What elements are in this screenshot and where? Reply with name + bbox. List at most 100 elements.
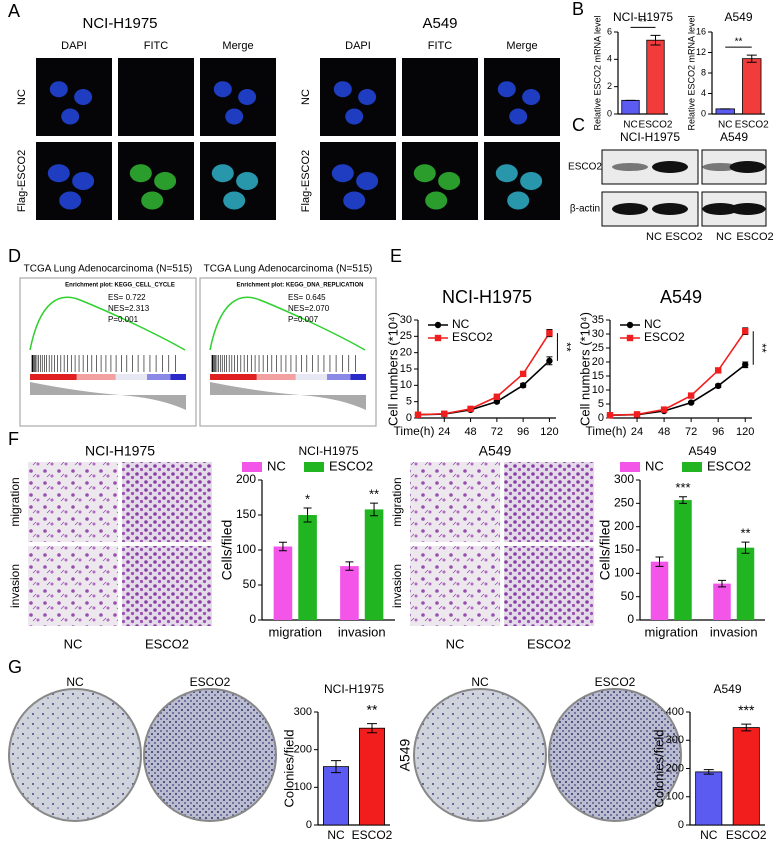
error-bar: [679, 496, 687, 504]
y-tick-label: 5: [406, 396, 412, 408]
nucleus: [438, 172, 461, 190]
marker: [519, 370, 527, 378]
y-tick-label: 100: [614, 566, 634, 580]
x-tick-label: invasion: [710, 624, 758, 639]
gsea-stat: P=0.007: [288, 315, 319, 324]
ranking-bar: [76, 374, 116, 380]
column-header: FITC: [428, 40, 452, 52]
legend-swatch: [682, 462, 702, 472]
marker: [414, 411, 422, 418]
ranking-bar: [170, 374, 186, 380]
y-tick-label: 300: [666, 734, 684, 746]
bar: [732, 727, 760, 826]
marker: [742, 328, 749, 335]
protein-label: β-actin: [570, 204, 600, 215]
y-tick-label: 25: [592, 342, 604, 354]
panel-letter: F: [8, 429, 19, 449]
nucleus: [333, 81, 352, 98]
row-label: NC: [16, 89, 28, 105]
band: [612, 203, 648, 215]
significance: **: [639, 17, 647, 28]
y-tick-label: 30: [592, 328, 604, 340]
y-tick-label: 0: [249, 612, 256, 626]
y-tick-label: 10: [400, 379, 412, 391]
bar: [715, 108, 735, 115]
y-tick-label: 50: [243, 577, 257, 591]
y-tick-label: 16: [696, 26, 706, 36]
legend-label: ESCO2: [452, 330, 493, 344]
panel-letter: B: [572, 0, 584, 19]
row-label: Flag-ESCO2: [16, 150, 28, 212]
error-bar: [303, 507, 312, 523]
band: [612, 163, 648, 171]
nucleus: [520, 172, 543, 190]
y-tick-label: 200: [614, 519, 634, 533]
band: [652, 203, 688, 215]
gsea-curve: [209, 296, 366, 351]
x-tick-label: 120: [736, 426, 754, 438]
error-bar: [741, 723, 752, 732]
ranking-bar: [256, 374, 296, 380]
gsea-title: TCGA Lung Adenocarcinoma (N=515): [204, 264, 373, 275]
cell-line-title: NCI-H1975: [82, 15, 157, 32]
chart-title: A549: [724, 10, 752, 24]
marker: [660, 406, 668, 413]
group-label: NC: [66, 675, 84, 689]
row-label: A549: [397, 738, 413, 771]
group-label: ESCO2: [595, 675, 636, 689]
error-bar: [746, 54, 757, 63]
marker: [633, 411, 641, 418]
y-tick-label: 5: [598, 398, 604, 410]
y-tick-label: 50: [621, 589, 635, 603]
legend-swatch: [304, 462, 324, 472]
nucleus: [225, 108, 244, 125]
y-tick-label: 100: [294, 781, 312, 793]
band: [729, 161, 766, 173]
error-bar: [367, 723, 377, 734]
micrograph: [410, 462, 500, 542]
nucleus: [495, 164, 518, 183]
marker: [606, 412, 614, 419]
error-bar: [718, 579, 726, 588]
significance: **: [755, 343, 769, 353]
nucleus: [522, 89, 541, 105]
nucleus: [425, 191, 448, 210]
nucleus: [74, 89, 93, 105]
bar: [621, 99, 640, 115]
y-tick-label: 30: [400, 314, 412, 326]
nucleus: [72, 172, 95, 190]
gsea-plot-title: Enrichment plot: KEGG_DNA_REPLICATION: [237, 283, 364, 289]
micrograph: [122, 462, 212, 542]
ranking-bar: [30, 374, 77, 380]
x-tick-label: 72: [491, 426, 503, 438]
nucleus: [507, 191, 530, 210]
x-tick-label: migration: [645, 624, 698, 639]
y-tick-label: 0: [607, 108, 612, 118]
band: [729, 203, 766, 215]
nucleus: [223, 191, 246, 210]
y-axis-label: Cell numbers (*10⁴): [577, 312, 592, 426]
gsea-stat: P=0.001: [108, 315, 139, 324]
legend-label: ESCO2: [644, 330, 685, 344]
significance: **: [367, 701, 378, 717]
x-tick-label: NC: [718, 120, 732, 131]
x-tick-label: NC: [700, 828, 718, 842]
bar: [695, 771, 723, 826]
bar: [742, 58, 762, 115]
significance: **: [369, 487, 379, 502]
y-tick-label: 0: [701, 108, 706, 118]
x-tick-label: 96: [712, 426, 724, 438]
panel-letter: E: [390, 246, 402, 266]
y-tick-label: 250: [614, 496, 634, 510]
micrograph: [320, 58, 396, 136]
bar: [273, 546, 293, 620]
bar: [713, 583, 731, 620]
group-label: NC: [64, 636, 83, 651]
cell-line-title: A549: [479, 443, 512, 459]
marker: [493, 393, 501, 400]
y-tick-label: 200: [236, 472, 256, 486]
bar: [358, 727, 385, 826]
significance: ***: [738, 702, 755, 718]
marker: [546, 357, 553, 365]
y-axis-label: Relative ESCO2 mRNA level: [592, 15, 602, 130]
